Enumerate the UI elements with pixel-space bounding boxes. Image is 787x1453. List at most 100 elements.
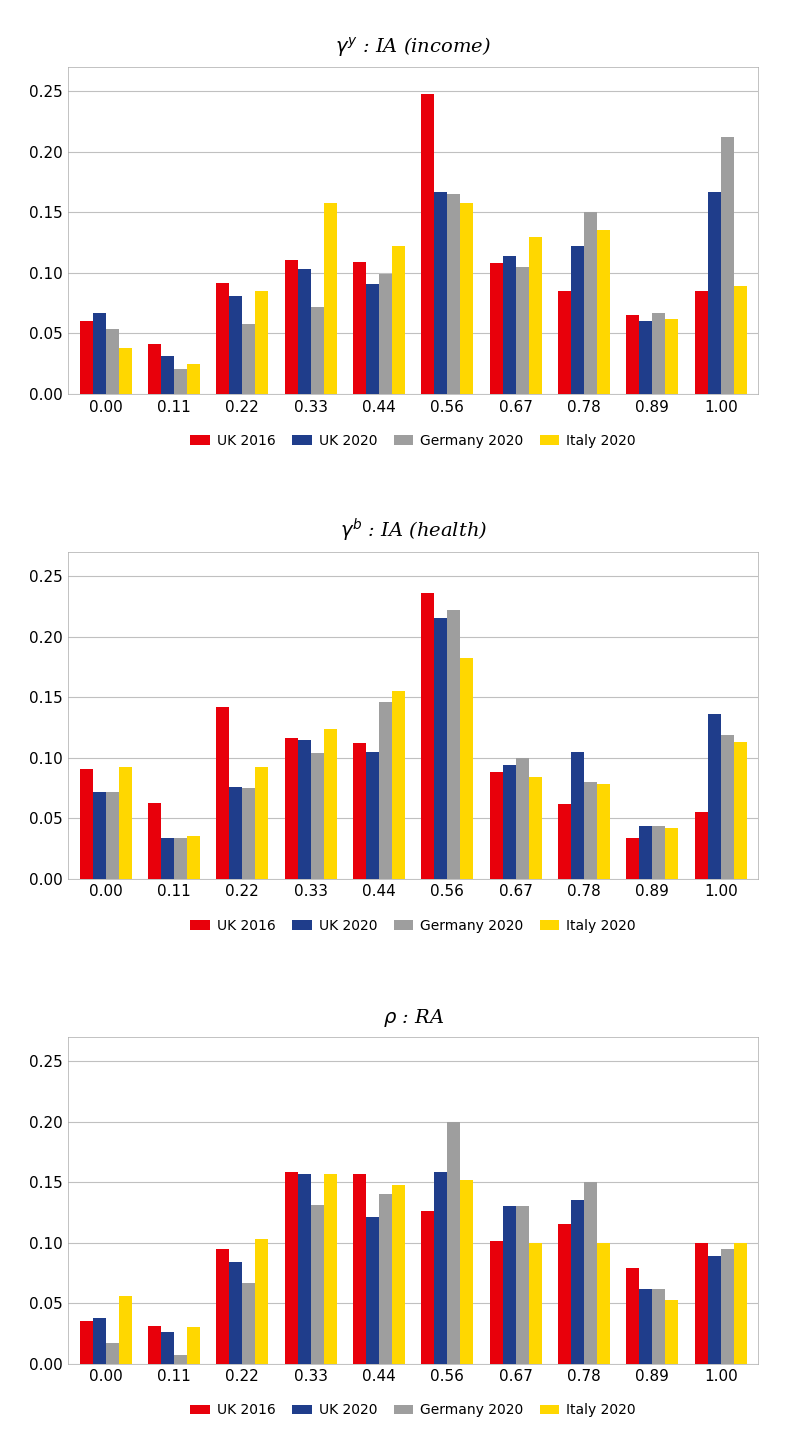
Bar <box>626 838 639 879</box>
Bar <box>490 1241 503 1364</box>
Bar <box>733 286 747 394</box>
Bar <box>119 767 131 879</box>
Bar <box>529 237 541 394</box>
Bar <box>626 1268 639 1364</box>
Bar <box>105 792 119 879</box>
Bar <box>421 93 434 394</box>
Bar <box>708 715 721 879</box>
Bar <box>721 735 733 879</box>
Bar <box>529 1242 541 1364</box>
Legend: UK 2016, UK 2020, Germany 2020, Italy 2020: UK 2016, UK 2020, Germany 2020, Italy 20… <box>190 918 636 933</box>
Bar <box>639 321 652 394</box>
Bar <box>285 1173 297 1364</box>
Bar <box>695 1242 708 1364</box>
Bar <box>297 740 311 879</box>
Bar <box>187 363 200 394</box>
Bar <box>584 212 597 394</box>
Bar <box>503 1206 515 1364</box>
Title: $\mathit{γ}^{y}$ : IA (income): $\mathit{γ}^{y}$ : IA (income) <box>335 35 491 60</box>
Bar <box>460 1180 473 1364</box>
Bar <box>79 769 93 879</box>
Bar <box>353 744 366 879</box>
Bar <box>515 267 529 394</box>
Bar <box>639 1289 652 1364</box>
Title: $\mathit{γ}^{b}$ : IA (health): $\mathit{γ}^{b}$ : IA (health) <box>339 517 487 545</box>
Bar <box>255 767 268 879</box>
Bar <box>79 321 93 394</box>
Bar <box>105 1343 119 1364</box>
Bar <box>695 812 708 879</box>
Bar <box>503 256 515 394</box>
Bar <box>323 202 337 394</box>
Bar <box>366 283 379 394</box>
Bar <box>392 692 405 879</box>
Bar <box>161 1332 174 1364</box>
Bar <box>434 619 447 879</box>
Bar <box>379 702 392 879</box>
Bar <box>93 1318 105 1364</box>
Bar <box>148 802 161 879</box>
Bar <box>584 782 597 879</box>
Bar <box>721 137 733 394</box>
Bar <box>515 758 529 879</box>
Bar <box>148 1327 161 1364</box>
Bar <box>584 1183 597 1364</box>
Bar <box>733 1242 747 1364</box>
Bar <box>460 202 473 394</box>
Bar <box>174 1356 187 1364</box>
Bar <box>311 1205 323 1364</box>
Bar <box>708 1255 721 1364</box>
Bar <box>490 773 503 879</box>
Bar <box>652 312 665 394</box>
Bar <box>558 804 571 879</box>
Bar <box>323 729 337 879</box>
Bar <box>285 738 297 879</box>
Bar <box>665 1299 678 1364</box>
Bar <box>652 825 665 879</box>
Bar <box>242 324 255 394</box>
Bar <box>297 1174 311 1364</box>
Bar <box>242 788 255 879</box>
Bar <box>639 825 652 879</box>
Bar <box>665 828 678 879</box>
Bar <box>353 262 366 394</box>
Bar <box>174 838 187 879</box>
Bar <box>242 1283 255 1364</box>
Bar <box>216 282 229 394</box>
Bar <box>421 593 434 879</box>
Bar <box>93 792 105 879</box>
Bar <box>434 1173 447 1364</box>
Bar <box>447 1122 460 1364</box>
Bar <box>93 312 105 394</box>
Bar <box>597 231 610 394</box>
Bar <box>558 291 571 394</box>
Title: $\mathit{ρ}$ : RA: $\mathit{ρ}$ : RA <box>382 1007 444 1029</box>
Bar <box>366 1218 379 1364</box>
Bar <box>597 1242 610 1364</box>
Bar <box>460 658 473 879</box>
Bar <box>379 1194 392 1364</box>
Bar <box>187 1328 200 1364</box>
Legend: UK 2016, UK 2020, Germany 2020, Italy 2020: UK 2016, UK 2020, Germany 2020, Italy 20… <box>190 433 636 448</box>
Bar <box>597 785 610 879</box>
Bar <box>174 369 187 394</box>
Bar <box>148 344 161 394</box>
Legend: UK 2016, UK 2020, Germany 2020, Italy 2020: UK 2016, UK 2020, Germany 2020, Italy 20… <box>190 1404 636 1418</box>
Bar <box>571 246 584 394</box>
Bar <box>571 751 584 879</box>
Bar <box>79 1321 93 1364</box>
Bar <box>721 1248 733 1364</box>
Bar <box>297 269 311 394</box>
Bar <box>119 1296 131 1364</box>
Bar <box>216 708 229 879</box>
Bar <box>392 246 405 394</box>
Bar <box>571 1200 584 1364</box>
Bar <box>733 742 747 879</box>
Bar <box>311 307 323 394</box>
Bar <box>626 315 639 394</box>
Bar <box>695 291 708 394</box>
Bar <box>255 291 268 394</box>
Bar <box>353 1174 366 1364</box>
Bar <box>392 1184 405 1364</box>
Bar <box>503 766 515 879</box>
